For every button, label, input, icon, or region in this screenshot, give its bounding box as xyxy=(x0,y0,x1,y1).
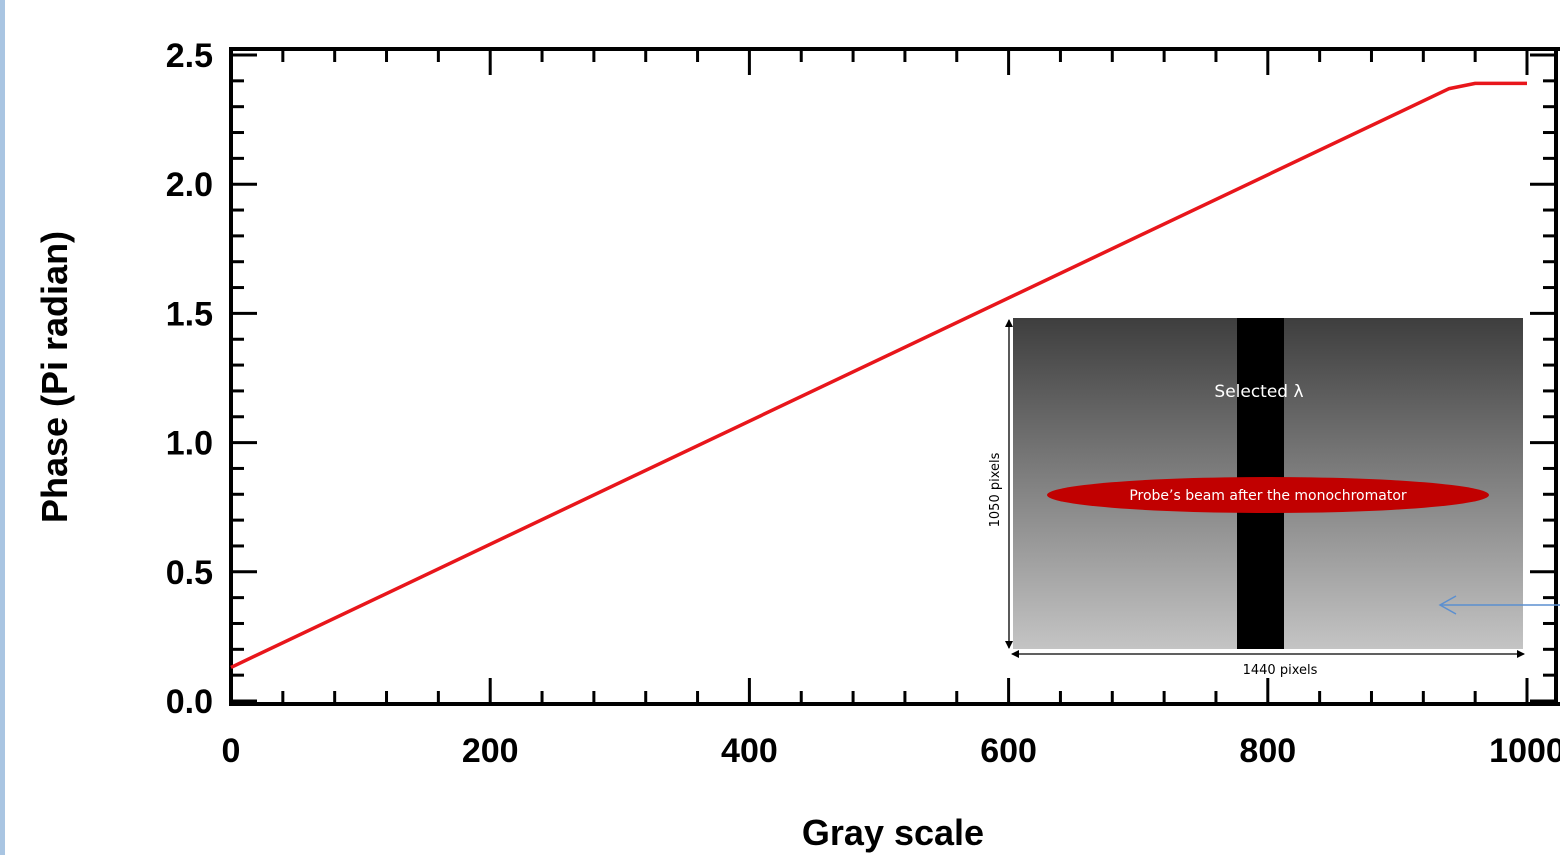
minor-ticks xyxy=(231,49,1556,704)
y-axis-title: Phase (Pi radian) xyxy=(34,231,75,523)
series-line xyxy=(230,81,1527,669)
probe-beam-ellipse xyxy=(1047,477,1489,513)
left-border-strip xyxy=(0,0,5,855)
major-ticks xyxy=(229,49,1556,704)
x-tick-label: 800 xyxy=(1239,732,1296,770)
y-tick-label: 2.0 xyxy=(166,166,213,204)
x-tick-label: 200 xyxy=(462,732,519,770)
x-tick-label: 1000 xyxy=(1489,732,1560,770)
x-tick-label: 600 xyxy=(980,732,1037,770)
y-tick-label: 0.5 xyxy=(166,554,213,592)
y-tick-label: 1.0 xyxy=(166,425,213,463)
x-axis-title: Gray scale xyxy=(802,812,984,853)
x-tick-label: 400 xyxy=(721,732,778,770)
y-tick-labels: 0.0 0.5 1.0 1.5 2.0 2.5 xyxy=(166,37,213,721)
y-tick-label: 2.5 xyxy=(166,37,213,75)
series-layer xyxy=(230,81,1527,669)
height-dimension-label: 1050 pixels xyxy=(988,452,1003,527)
selected-wavelength-label: Selected λ xyxy=(1214,382,1303,402)
y-tick-label: 0.0 xyxy=(166,683,213,721)
probe-beam-label: Probe’s beam after the monochromator xyxy=(1129,488,1407,504)
x-tick-labels: 0 200 400 600 800 1000 xyxy=(222,732,1560,770)
pointer-arrow xyxy=(1438,595,1560,615)
x-tick-label: 0 xyxy=(222,732,241,770)
inset-image: Selected λ Probe’s beam after the monoch… xyxy=(988,318,1560,678)
width-dimension-label: 1440 pixels xyxy=(1243,663,1318,678)
y-tick-label: 1.5 xyxy=(166,295,213,333)
